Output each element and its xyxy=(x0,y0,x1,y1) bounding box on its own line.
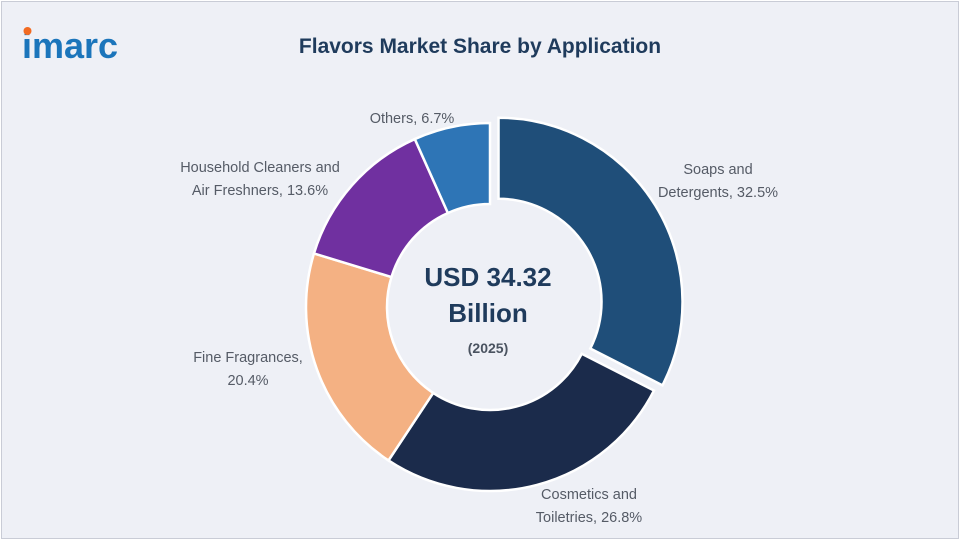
slice-label-line: Toiletries, 26.8% xyxy=(536,510,642,526)
center-year: (2025) xyxy=(468,340,508,356)
slice-label-line: Detergents, 32.5% xyxy=(658,185,778,201)
slice-label: Household Cleaners and Air Freshners, 13.… xyxy=(180,160,340,199)
chart-title: Flavors Market Share by Application xyxy=(298,35,662,58)
imarc-logo: imarc xyxy=(22,25,118,66)
slice-label: Fine Fragrances, 20.4% xyxy=(193,350,303,389)
slices-group xyxy=(304,116,684,493)
donut-slice xyxy=(304,251,435,463)
slice-label-line: Soaps and xyxy=(683,162,752,178)
slice-label: Cosmetics and Toiletries, 26.8% xyxy=(536,487,642,526)
slice-label-line: Fine Fragrances, xyxy=(193,350,303,366)
logo-text: imarc xyxy=(22,25,118,66)
center-value-line1: USD 34.32 xyxy=(424,262,551,292)
donut-slice xyxy=(413,121,492,215)
donut-slice xyxy=(497,116,684,387)
slice-label-line: Others, 6.7% xyxy=(370,111,455,127)
labels-group: Soaps and Detergents, 32.5% Cosmetics and T… xyxy=(180,111,778,526)
slice-label-line: 20.4% xyxy=(227,373,268,389)
logo-dot xyxy=(23,27,32,35)
slice-label-line: Household Cleaners and xyxy=(180,160,340,176)
slice-label-line: Air Freshners, 13.6% xyxy=(192,183,328,199)
slice-label-line: Cosmetics and xyxy=(541,487,637,503)
donut-slice xyxy=(386,352,656,493)
slice-label: Others, 6.7% xyxy=(370,111,455,127)
slice-label: Soaps and Detergents, 32.5% xyxy=(658,162,778,201)
center-value-line2: Billion xyxy=(448,298,527,328)
